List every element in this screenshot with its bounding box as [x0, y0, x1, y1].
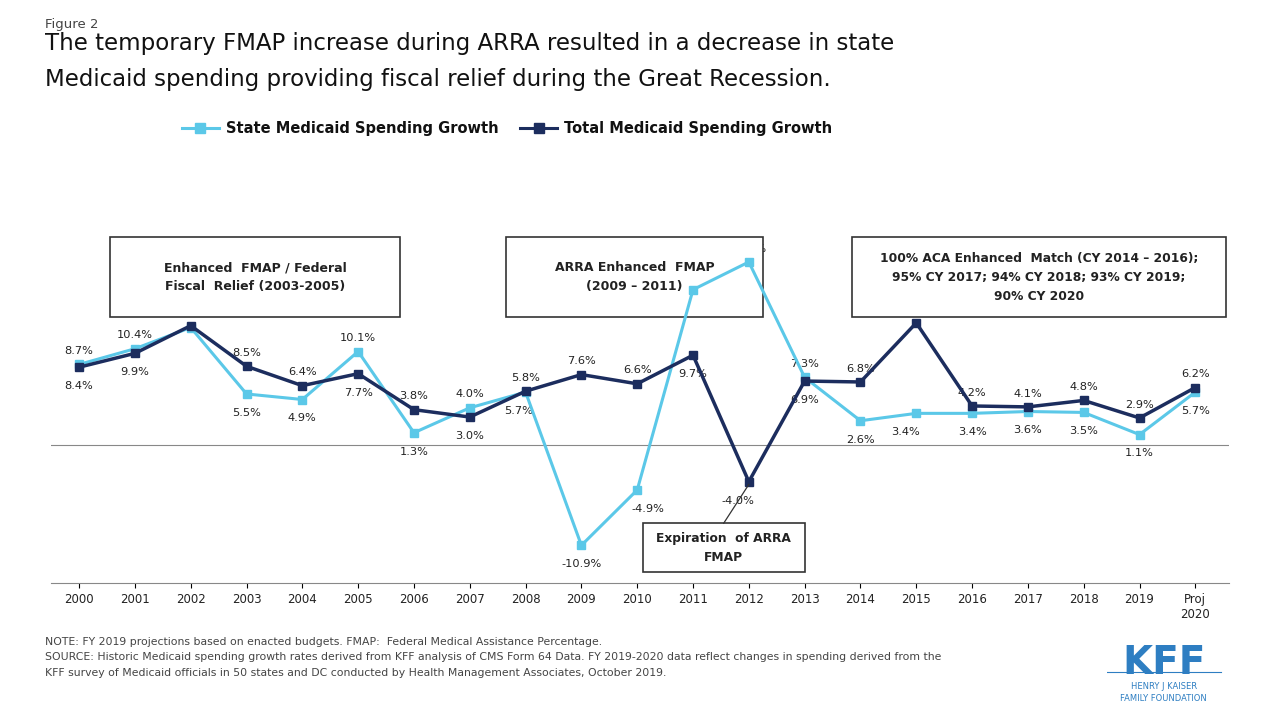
- Text: 4.2%: 4.2%: [957, 387, 987, 397]
- Text: 16.8%: 16.8%: [675, 271, 710, 282]
- Text: 9.9%: 9.9%: [120, 367, 150, 377]
- Text: 3.0%: 3.0%: [456, 431, 484, 441]
- Text: -4.0%: -4.0%: [722, 495, 754, 505]
- Text: 7.7%: 7.7%: [344, 387, 372, 397]
- Text: 6.2%: 6.2%: [1181, 369, 1210, 379]
- Text: 13.2%: 13.2%: [899, 305, 934, 315]
- Text: 10.1%: 10.1%: [340, 333, 376, 343]
- Text: Enhanced  FMAP / Federal
Fiscal  Relief (2003-2005): Enhanced FMAP / Federal Fiscal Relief (2…: [164, 261, 347, 293]
- FancyBboxPatch shape: [110, 237, 401, 318]
- Text: 3.8%: 3.8%: [399, 392, 429, 401]
- Text: 2.9%: 2.9%: [1125, 400, 1153, 410]
- Text: 5.7%: 5.7%: [504, 406, 532, 416]
- Text: 8.4%: 8.4%: [65, 381, 93, 391]
- FancyBboxPatch shape: [852, 237, 1226, 318]
- Text: 100% ACA Enhanced  Match (CY 2014 – 2016);
95% CY 2017; 94% CY 2018; 93% CY 2019: 100% ACA Enhanced Match (CY 2014 – 2016)…: [879, 252, 1198, 302]
- Text: Expiration  of ARRA
FMAP: Expiration of ARRA FMAP: [657, 531, 791, 564]
- Text: KFF: KFF: [1123, 644, 1206, 682]
- Text: 5.5%: 5.5%: [232, 408, 261, 418]
- Text: 12.7%: 12.7%: [173, 309, 209, 319]
- Text: Medicaid spending providing fiscal relief during the Great Recession.: Medicaid spending providing fiscal relie…: [45, 68, 831, 91]
- Text: 4.1%: 4.1%: [1014, 389, 1042, 399]
- Text: 2.6%: 2.6%: [846, 435, 874, 445]
- Text: 3.5%: 3.5%: [1069, 426, 1098, 436]
- Text: ARRA Enhanced  FMAP
(2009 – 2011): ARRA Enhanced FMAP (2009 – 2011): [554, 261, 714, 293]
- Text: Figure 2: Figure 2: [45, 18, 99, 31]
- Text: 1.1%: 1.1%: [1125, 449, 1155, 459]
- Text: 4.8%: 4.8%: [1069, 382, 1098, 392]
- Text: 5.8%: 5.8%: [511, 373, 540, 383]
- Text: 3.6%: 3.6%: [1014, 426, 1042, 436]
- Text: 7.6%: 7.6%: [567, 356, 595, 366]
- Text: 10.4%: 10.4%: [116, 330, 152, 341]
- Text: 19.8%: 19.8%: [731, 243, 767, 253]
- Text: 9.7%: 9.7%: [678, 369, 708, 379]
- Text: 6.4%: 6.4%: [288, 367, 316, 377]
- Text: 6.8%: 6.8%: [846, 364, 874, 374]
- Text: 1.3%: 1.3%: [399, 446, 429, 456]
- Text: 3.4%: 3.4%: [891, 427, 919, 437]
- Text: 6.9%: 6.9%: [790, 395, 819, 405]
- Text: HENRY J KAISER
FAMILY FOUNDATION: HENRY J KAISER FAMILY FOUNDATION: [1120, 682, 1207, 703]
- Text: 6.6%: 6.6%: [623, 366, 652, 376]
- Text: 8.5%: 8.5%: [232, 348, 261, 358]
- Text: 4.0%: 4.0%: [456, 390, 484, 400]
- Text: NOTE: FY 2019 projections based on enacted budgets. FMAP:  Federal Medical Assis: NOTE: FY 2019 projections based on enact…: [45, 637, 941, 678]
- Text: 3.4%: 3.4%: [957, 427, 987, 437]
- FancyBboxPatch shape: [506, 237, 763, 318]
- Text: 5.7%: 5.7%: [1181, 406, 1210, 416]
- Legend: State Medicaid Spending Growth, Total Medicaid Spending Growth: State Medicaid Spending Growth, Total Me…: [177, 115, 838, 142]
- FancyBboxPatch shape: [643, 523, 805, 572]
- Text: -10.9%: -10.9%: [561, 559, 602, 570]
- Text: 12.9%: 12.9%: [166, 307, 202, 318]
- Text: 4.9%: 4.9%: [288, 413, 316, 423]
- Text: The temporary FMAP increase during ARRA resulted in a decrease in state: The temporary FMAP increase during ARRA …: [45, 32, 893, 55]
- Text: 8.7%: 8.7%: [65, 346, 93, 356]
- Text: 7.3%: 7.3%: [790, 359, 819, 369]
- Text: -4.9%: -4.9%: [632, 504, 664, 514]
